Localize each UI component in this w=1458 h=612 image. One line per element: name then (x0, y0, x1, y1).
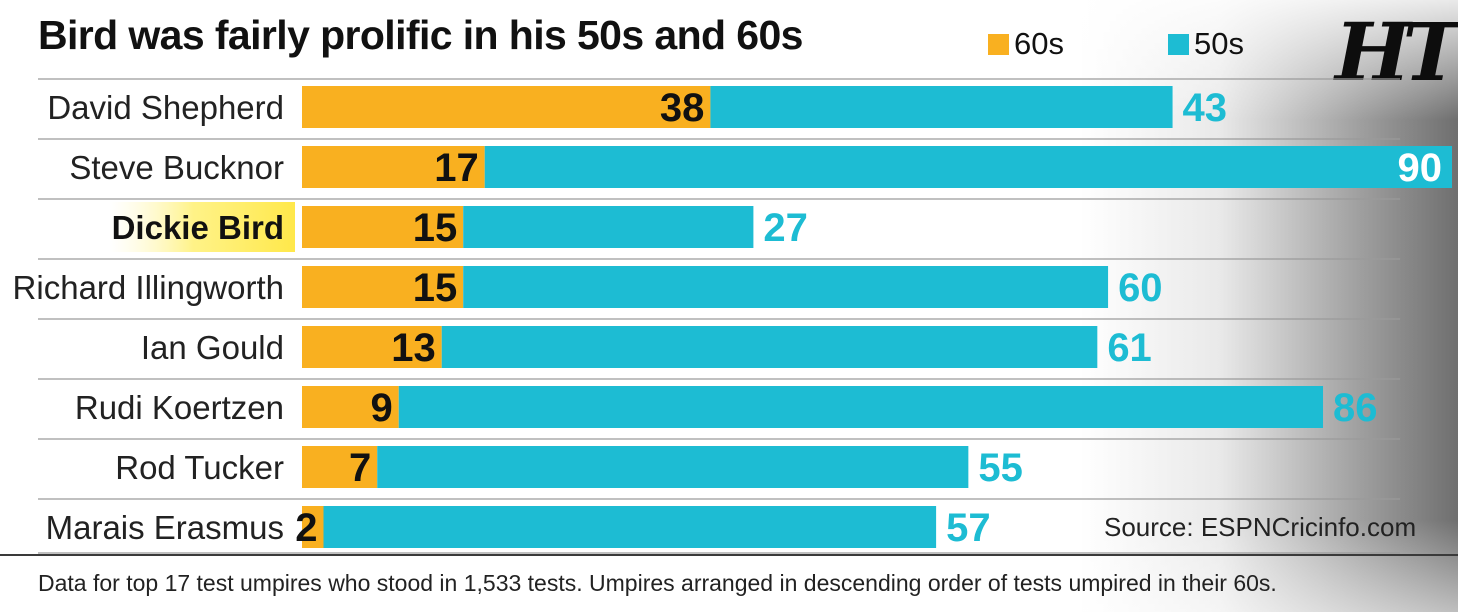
value-label-50s: 55 (978, 446, 1023, 490)
value-label-60s: 7 (349, 446, 371, 490)
value-label-50s: 61 (1107, 326, 1152, 370)
value-label-60s: 2 (295, 506, 317, 550)
bar-50s (377, 446, 969, 488)
value-label-50s: 43 (1183, 86, 1228, 130)
bar-50s (484, 146, 1452, 188)
category-label: Rod Tucker (115, 449, 284, 486)
value-label-50s: 57 (946, 506, 991, 550)
bar-50s (323, 506, 937, 548)
category-label: Rudi Koertzen (75, 389, 284, 426)
value-label-50s: 86 (1333, 386, 1378, 430)
category-label: Marais Erasmus (46, 509, 284, 546)
bar-60s (302, 506, 324, 548)
bar-60s (302, 86, 711, 128)
legend-label-60s: 60s (1014, 26, 1064, 61)
bar-60s (302, 446, 378, 488)
value-label-60s: 17 (434, 146, 479, 190)
bar-50s (398, 386, 1324, 428)
chart-title: Bird was fairly prolific in his 50s and … (38, 12, 803, 58)
legend-swatch-60s (988, 33, 1009, 55)
value-label-60s: 9 (370, 386, 392, 430)
value-label-60s: 15 (413, 206, 458, 250)
category-label: Ian Gould (141, 329, 284, 366)
bar-50s (463, 206, 754, 248)
legend-item-50s: 50s (1168, 26, 1244, 62)
value-label-50s: 27 (763, 206, 808, 250)
value-label-60s: 15 (413, 266, 458, 310)
bar-50s (441, 326, 1098, 368)
category-label: David Shepherd (47, 89, 284, 126)
category-label: Dickie Bird (112, 209, 284, 246)
category-label: Richard Illingworth (13, 269, 284, 306)
bar-60s (302, 386, 399, 428)
value-label-60s: 13 (391, 326, 436, 370)
footnote: Data for top 17 test umpires who stood i… (38, 570, 1277, 596)
legend-item-60s: 60s (988, 26, 1064, 62)
bar-60s (302, 266, 464, 308)
value-label-50s: 90 (1398, 146, 1443, 190)
source-note: Source: ESPNCricinfo.com (1104, 512, 1417, 542)
legend-swatch-50s (1168, 33, 1189, 55)
value-label-50s: 60 (1118, 266, 1163, 310)
category-label: Steve Bucknor (69, 149, 284, 186)
value-label-60s: 38 (660, 86, 705, 130)
bar-50s (710, 86, 1173, 128)
bar-60s (302, 206, 464, 248)
highlight-glow (110, 202, 295, 252)
footer-divider (0, 554, 1458, 556)
legend-label-50s: 50s (1194, 26, 1244, 61)
bar-60s (302, 146, 485, 188)
bar-60s (302, 326, 442, 368)
bar-50s (463, 266, 1109, 308)
